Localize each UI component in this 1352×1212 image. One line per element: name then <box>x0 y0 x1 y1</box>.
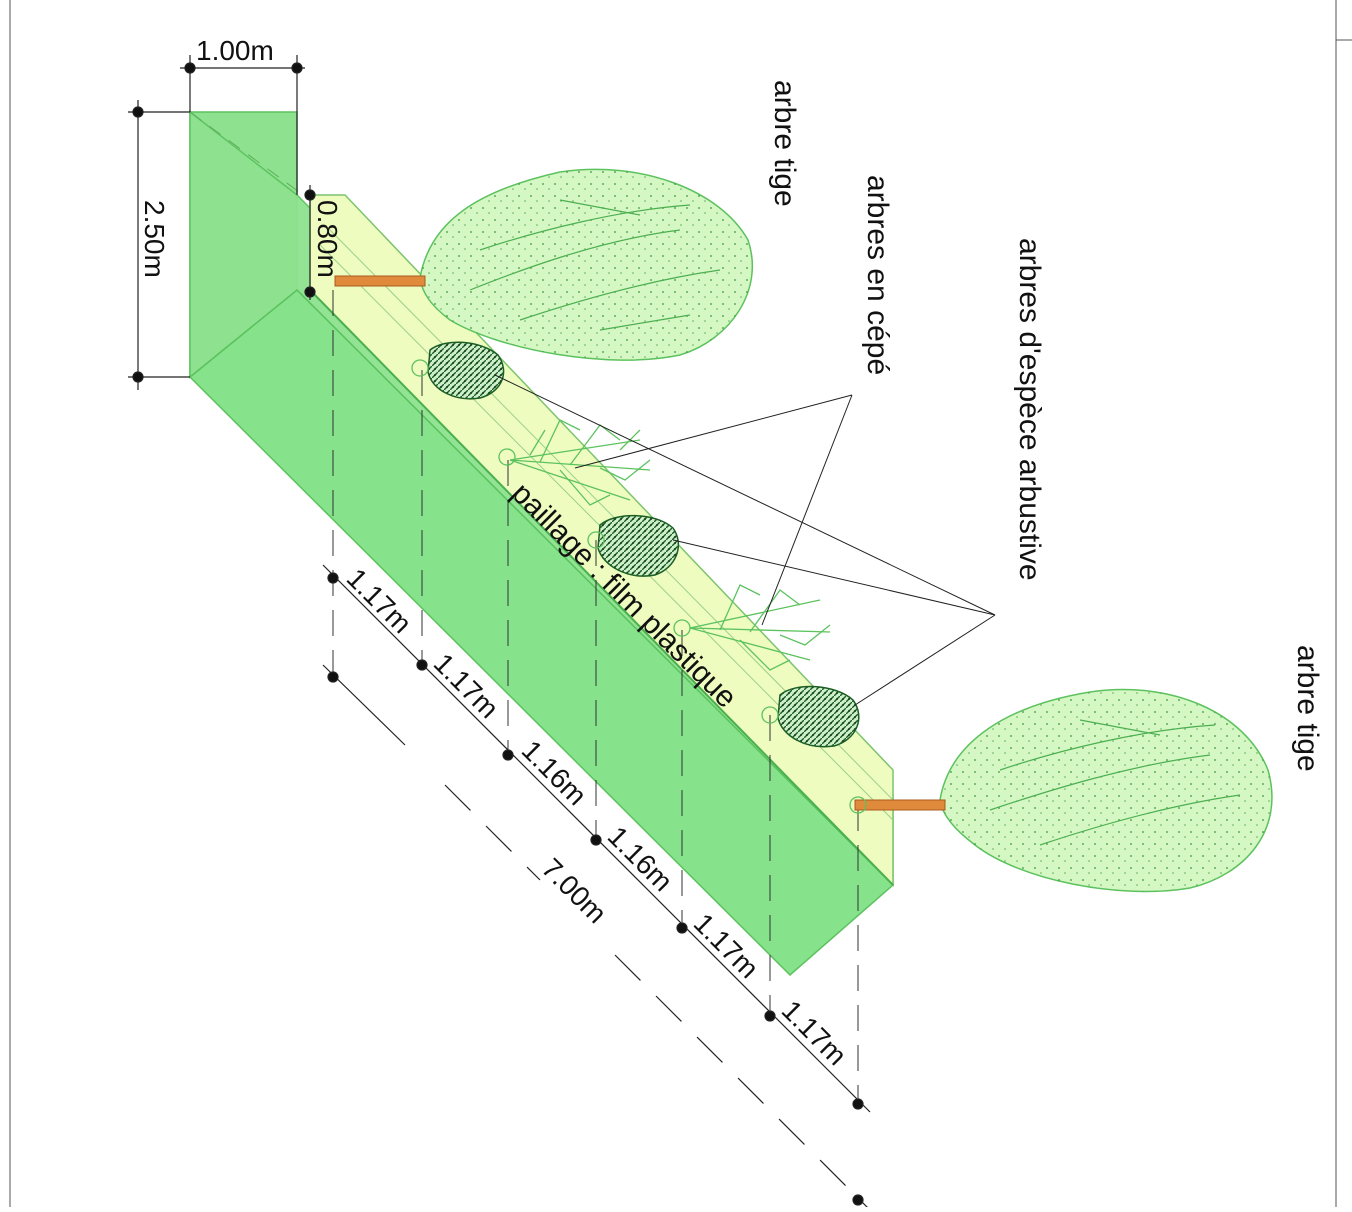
shrubs <box>427 341 860 748</box>
shrub-2 <box>597 514 680 577</box>
label-coppice: arbres en cépé <box>861 175 894 375</box>
label-tree-top: arbre tige <box>768 80 801 207</box>
shrub-1 <box>427 341 505 400</box>
label-shrub: arbres d'espèce arbustive <box>1013 238 1046 581</box>
coppice-2 <box>689 584 831 671</box>
trunk-top <box>334 275 426 287</box>
dim-total-length: 7.00m <box>536 852 613 929</box>
shrub-3 <box>777 685 860 748</box>
dim-node <box>184 62 196 74</box>
dim-width-top: 1.00m <box>196 35 274 66</box>
label-tree-bottom: arbre tige <box>1291 645 1324 772</box>
trunk-bottom <box>854 799 946 811</box>
dim-node <box>291 62 303 74</box>
dimension-lines <box>128 55 871 1211</box>
dim-spacing-6: 1.17m <box>776 994 853 1071</box>
tree-standard-bottom <box>854 688 1273 893</box>
dim-height-inner: 0.80m <box>312 200 343 278</box>
coppice-trees <box>411 359 867 814</box>
tree-standard-top <box>334 168 754 361</box>
leader-lines <box>494 374 996 706</box>
dim-height: 2.50m <box>139 200 170 278</box>
